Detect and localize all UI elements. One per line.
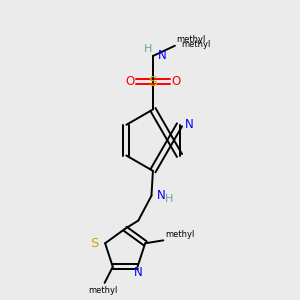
Text: N: N (185, 118, 194, 131)
Text: O: O (172, 75, 181, 88)
Text: N: N (156, 189, 165, 202)
Text: N: N (158, 50, 167, 62)
Text: methyl: methyl (88, 286, 118, 296)
Text: H: H (144, 44, 153, 54)
Text: S: S (148, 75, 157, 89)
Text: O: O (125, 75, 134, 88)
Text: methyl: methyl (176, 35, 206, 44)
Text: S: S (90, 237, 99, 250)
Text: methyl: methyl (181, 40, 211, 49)
Text: N: N (134, 266, 143, 279)
Text: H: H (165, 194, 173, 204)
Text: methyl: methyl (165, 230, 194, 239)
